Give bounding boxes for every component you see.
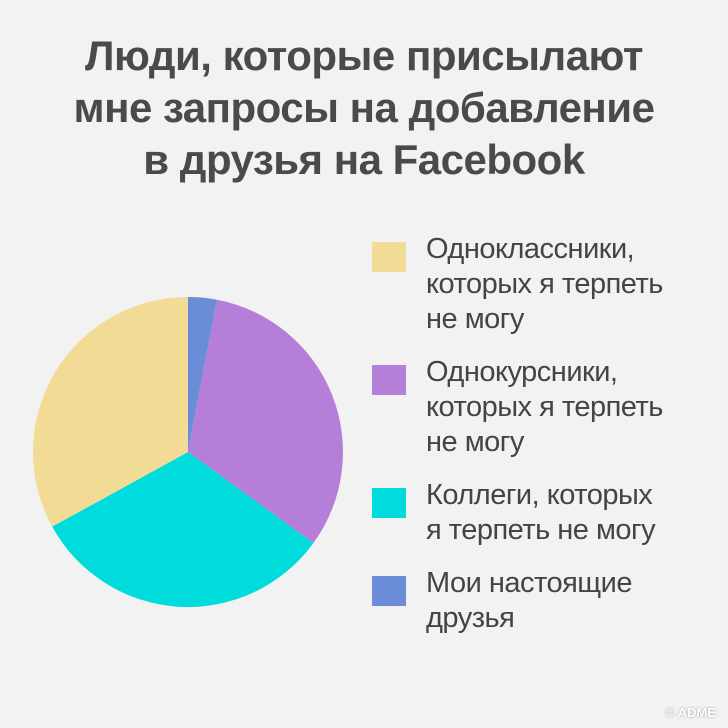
legend-label-line: которых я терпеть: [426, 268, 663, 300]
legend-label-line: Мои настоящие: [426, 567, 633, 599]
chart-title-line: Люди, которые присылают: [85, 32, 643, 79]
legend-label-line: я терпеть не могу: [426, 514, 656, 546]
legend-label-line: друзья: [426, 602, 515, 634]
legend-label-line: которых я терпеть: [426, 391, 663, 423]
legend-item-colleagues: Коллеги, которых я терпеть не могу: [372, 478, 712, 548]
pie-slice-coursemates: [188, 299, 343, 544]
pie-slice-real-friends: [188, 297, 218, 452]
watermark: © ADME: [665, 705, 716, 720]
pie-slice-classmates: [33, 297, 189, 527]
legend-label-line: не могу: [426, 303, 524, 335]
legend-swatch: [372, 488, 406, 518]
chart-title: Люди, которые присылают мне запросы на д…: [0, 30, 728, 186]
legend-item-coursemates: Однокурсники, которых я терпеть не могу: [372, 355, 712, 460]
legend-label-line: Однокурсники,: [426, 356, 618, 388]
legend-swatch: [372, 242, 406, 272]
legend-swatch: [372, 576, 406, 606]
legend-swatch: [372, 365, 406, 395]
pie-slice-colleagues: [52, 452, 314, 607]
legend-label-line: Одноклассники,: [426, 233, 635, 265]
legend-item-classmates: Одноклассники, которых я терпеть не могу: [372, 232, 712, 337]
legend-label-line: не могу: [426, 426, 524, 458]
legend: Одноклассники, которых я терпеть не могу…: [372, 232, 712, 654]
chart-title-line: в друзья на Facebook: [143, 136, 585, 183]
legend-item-real-friends: Мои настоящие друзья: [372, 566, 712, 636]
legend-label-line: Коллеги, которых: [426, 479, 653, 511]
chart-title-line: мне запросы на добавление: [73, 84, 655, 131]
pie-chart: [33, 297, 343, 607]
